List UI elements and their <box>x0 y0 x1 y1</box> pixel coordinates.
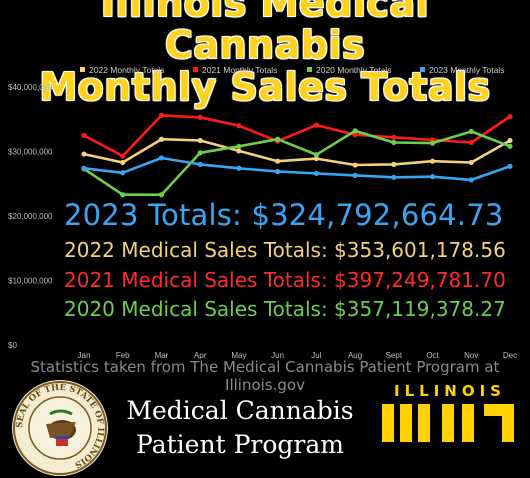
x-axis: Jan Feb Mar Apr May Jun Jul Aug Sept Oct Nov Dec <box>78 351 518 360</box>
data-point-0-6 <box>313 155 319 162</box>
data-point-1-4 <box>236 123 242 129</box>
data-point-0-2 <box>158 136 165 142</box>
total-2020-label: 2020 Medical Sales Totals: $357,119,378.… <box>64 297 506 321</box>
x-tick-label-5: Jun <box>271 351 284 360</box>
x-tick-label-4: May <box>231 351 246 360</box>
series-line-3 <box>83 156 511 182</box>
data-point-0-5 <box>275 158 281 164</box>
legend-swatch-2 <box>307 67 312 72</box>
program-name-line1: Medical Cannabis <box>126 396 354 425</box>
data-point-2-5 <box>275 136 281 142</box>
legend-label-2: 2020 Monthly Totals <box>316 65 391 75</box>
program-name: Medical Cannabis Patient Program <box>110 394 370 462</box>
y-tick-label-4: $40,000,000 <box>8 83 53 92</box>
data-point-2-6 <box>313 152 319 158</box>
illinois-logo: ILLINOIS <box>382 382 514 442</box>
series-line-0 <box>83 137 511 167</box>
data-point-0-4 <box>236 148 242 154</box>
data-point-1-2 <box>158 112 165 118</box>
x-tick-label-3: Apr <box>194 351 207 360</box>
data-point-3-1 <box>120 170 126 176</box>
total-2021-label: 2021 Medical Sales Totals: $397,249,781.… <box>64 268 506 292</box>
data-point-3-4 <box>236 165 242 171</box>
data-point-3-5 <box>275 168 281 175</box>
x-tick-label-2: Mar <box>155 351 169 360</box>
legend-label-0: 2022 Monthly Totals <box>89 65 164 75</box>
data-point-0-1 <box>120 159 126 166</box>
x-tick-label-1: Feb <box>116 351 130 360</box>
y-tick-label-0: $0 <box>8 341 17 350</box>
illinois-seal-icon: SEAL OF THE STATE OF ILLINOIS <box>12 380 108 476</box>
data-point-3-8 <box>391 174 397 180</box>
chart-title-line1: Illinois Medical Cannabis <box>100 0 430 67</box>
series-lines <box>81 112 513 198</box>
chart-legend: 2022 Monthly Totals 2021 Monthly Totals 20… <box>80 65 504 75</box>
x-tick-label-9: Oct <box>426 351 439 360</box>
data-point-1-6 <box>313 122 319 128</box>
data-point-3-0 <box>81 165 87 171</box>
chart-title-line2: Monthly Sales Totals <box>39 65 491 109</box>
data-point-1-10 <box>468 139 474 146</box>
data-point-2-4 <box>236 143 242 149</box>
data-point-3-6 <box>313 170 319 177</box>
data-point-2-2 <box>158 192 165 198</box>
data-point-2-8 <box>391 139 397 146</box>
data-point-2-9 <box>429 140 436 146</box>
x-tick-label-0: Jan <box>78 351 91 360</box>
chart-title: Illinois Medical Cannabis Monthly Sales … <box>0 0 530 108</box>
data-point-2-3 <box>197 150 203 156</box>
legend-swatch-0 <box>80 67 85 72</box>
data-point-1-11 <box>507 114 513 120</box>
data-point-3-3 <box>197 161 203 167</box>
data-point-1-8 <box>391 134 397 140</box>
line-chart: 2022 Monthly Totals 2021 Monthly Totals 20… <box>8 65 518 360</box>
y-tick-label-1: $10,000,000 <box>8 277 53 286</box>
y-tick-label-2: $20,000,000 <box>8 212 53 221</box>
legend-swatch-1 <box>193 67 198 72</box>
y-axis: $0 $10,000,000 $20,000,000 $30,000,000 $40,0… <box>8 83 53 350</box>
x-tick-label-8: Sept <box>386 351 403 360</box>
data-point-1-0 <box>81 132 87 138</box>
data-point-3-7 <box>352 172 358 178</box>
legend-swatch-3 <box>420 67 425 72</box>
data-point-0-9 <box>429 158 436 164</box>
data-point-0-10 <box>468 159 474 166</box>
series-line-1 <box>83 114 511 158</box>
data-point-1-1 <box>120 153 126 159</box>
y-tick-label-3: $30,000,000 <box>8 148 53 157</box>
data-point-0-0 <box>81 151 87 157</box>
program-name-line2: Patient Program <box>136 430 344 459</box>
x-tick-label-7: Aug <box>348 351 362 360</box>
data-point-2-11 <box>507 143 513 149</box>
data-point-1-3 <box>197 114 203 120</box>
data-point-0-3 <box>197 137 203 144</box>
data-point-2-7 <box>352 128 358 134</box>
total-2022-label: 2022 Medical Sales Totals: $353,601,178.… <box>64 238 506 262</box>
logo-text: ILLINOIS <box>394 382 506 400</box>
x-tick-label-10: Nov <box>464 351 478 360</box>
data-point-3-10 <box>468 177 474 183</box>
source-note: Statistics taken from The Medical Cannab… <box>30 358 500 394</box>
illinois-logo-icon <box>382 404 514 442</box>
legend-label-3: 2023 Monthly Totals <box>429 65 504 75</box>
series-line-2 <box>83 129 511 196</box>
data-point-3-2 <box>158 155 165 161</box>
data-point-0-8 <box>391 161 397 167</box>
x-tick-label-6: Jul <box>311 351 321 360</box>
data-point-0-11 <box>507 137 513 144</box>
data-point-3-9 <box>429 174 436 180</box>
data-point-2-1 <box>120 192 126 198</box>
total-2023-label: 2023 Totals: $324,792,664.73 <box>64 198 504 232</box>
x-tick-label-11: Dec <box>503 351 517 360</box>
data-point-3-11 <box>507 163 513 169</box>
data-point-1-7 <box>352 132 358 138</box>
data-point-2-10 <box>468 128 474 135</box>
legend-label-1: 2021 Monthly Totals <box>202 65 277 75</box>
data-point-0-7 <box>352 162 358 168</box>
